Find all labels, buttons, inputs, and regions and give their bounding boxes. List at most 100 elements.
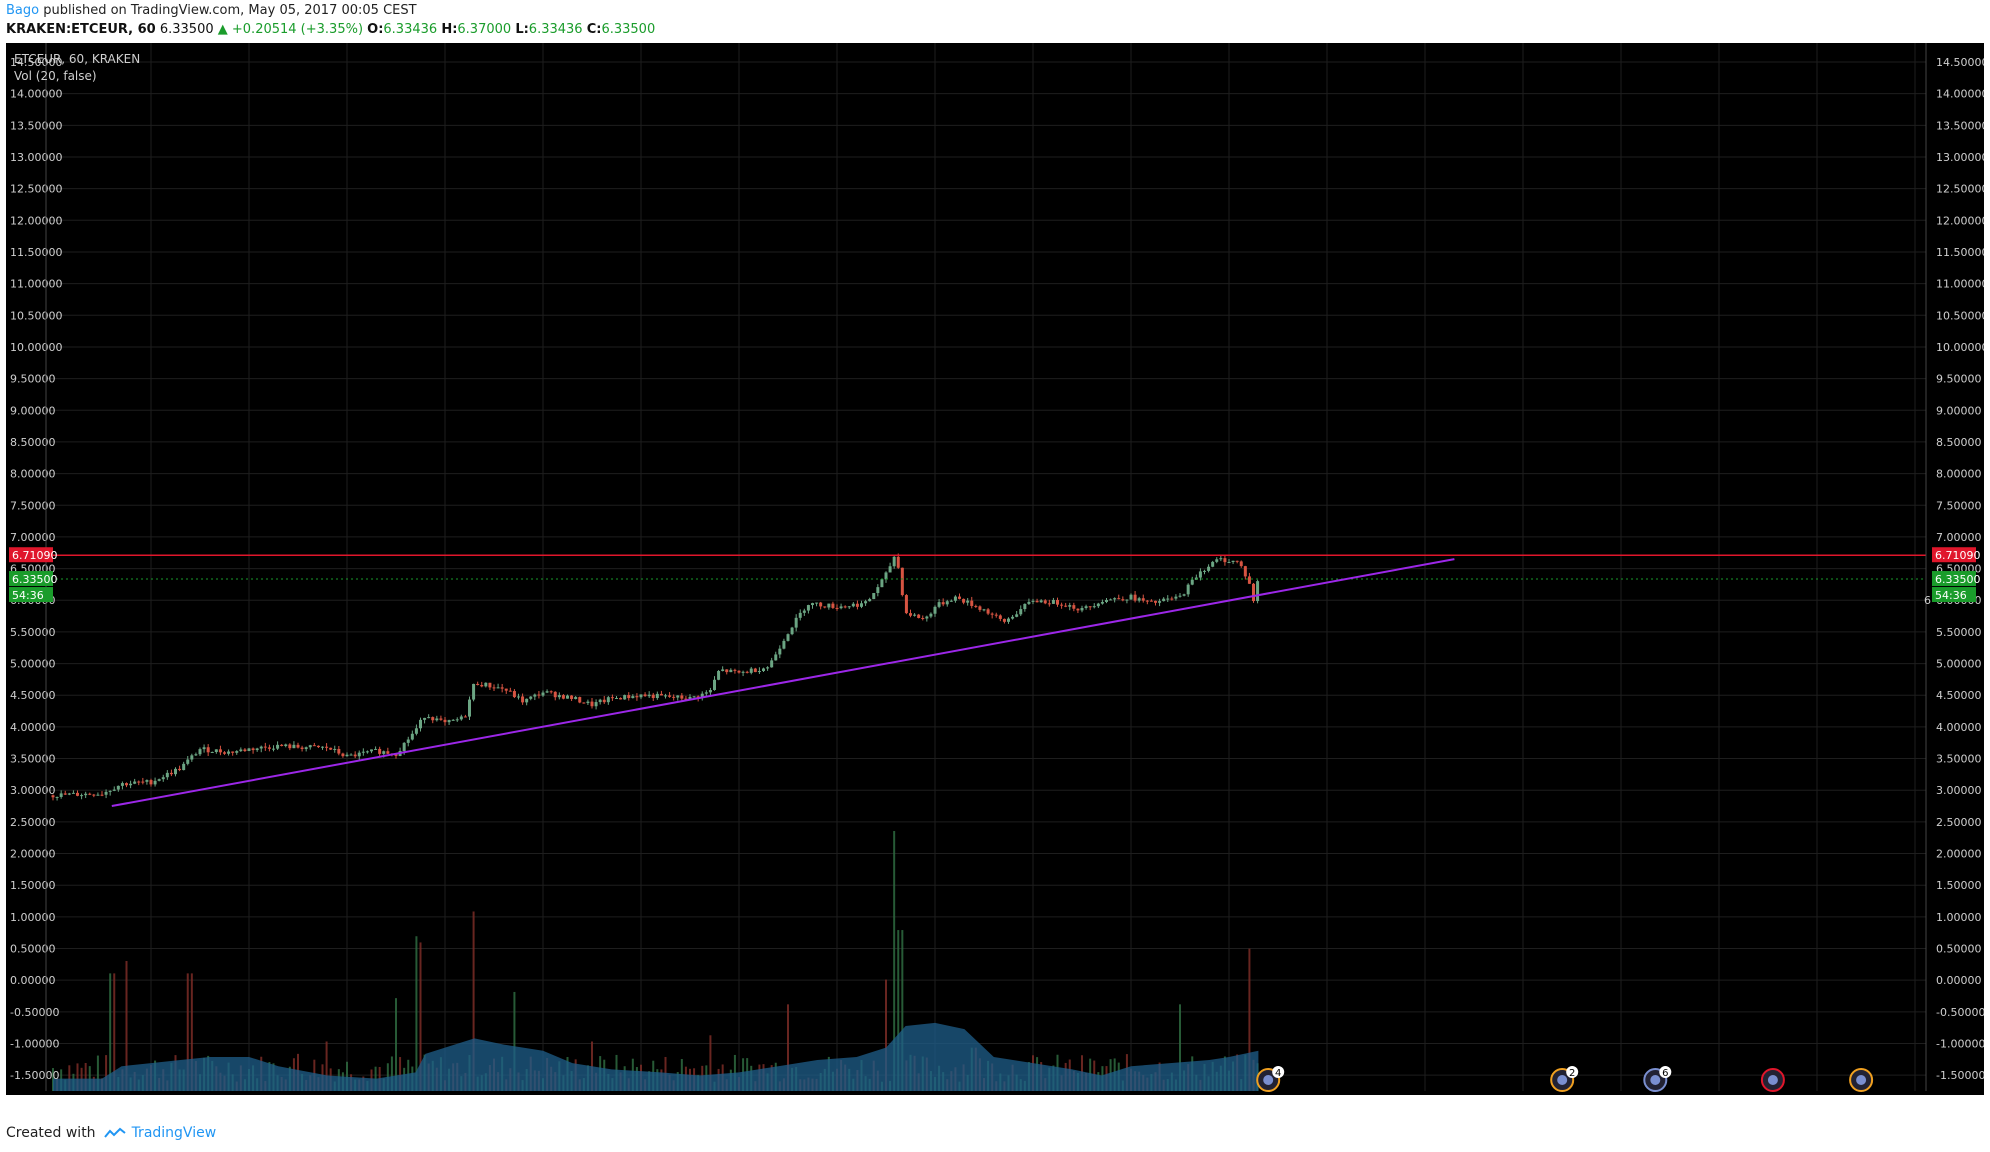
candle-body bbox=[594, 702, 598, 707]
volume-bar bbox=[591, 1041, 593, 1091]
candle-body bbox=[308, 745, 312, 748]
candle-body bbox=[872, 593, 876, 600]
candle-body bbox=[786, 634, 790, 641]
candle-body bbox=[798, 612, 802, 618]
candle-body bbox=[909, 613, 912, 616]
candle-body bbox=[500, 687, 504, 689]
candle-body bbox=[1109, 599, 1113, 601]
candle-body bbox=[990, 613, 994, 615]
candle-body bbox=[561, 695, 565, 699]
volume-bar bbox=[88, 1066, 91, 1091]
candle-body bbox=[941, 602, 945, 605]
candle-body bbox=[925, 616, 929, 619]
candle-body bbox=[353, 754, 357, 757]
candle-body bbox=[414, 728, 418, 734]
candle-body bbox=[116, 785, 120, 790]
candle-body bbox=[149, 780, 153, 785]
candle-body bbox=[962, 598, 966, 603]
author-link[interactable]: Bago bbox=[6, 3, 40, 18]
low-label: L: bbox=[515, 22, 529, 37]
candle-body bbox=[933, 606, 937, 614]
volume-bar bbox=[787, 1004, 789, 1091]
candle-body bbox=[917, 614, 921, 618]
candle-body bbox=[615, 697, 618, 699]
volume-bar bbox=[415, 936, 418, 1091]
candle-body bbox=[341, 753, 345, 757]
last-price: 6.33500 bbox=[159, 22, 214, 37]
published-text: published on TradingView.com, May 05, 20… bbox=[43, 3, 417, 18]
candle-body bbox=[96, 794, 100, 796]
candle-body bbox=[717, 670, 721, 680]
candle-body bbox=[1060, 604, 1064, 606]
axis-layer: 14.50000 14.50000 14.00000 14.00000 13.50000… bbox=[9, 43, 1989, 1109]
candle-body bbox=[55, 796, 59, 798]
candle-body bbox=[745, 671, 749, 673]
candle-body bbox=[590, 701, 594, 707]
candle-body bbox=[370, 749, 373, 752]
countdown-label-left: 54:36 bbox=[12, 589, 44, 602]
candle-body bbox=[321, 746, 324, 748]
candle-body bbox=[651, 694, 655, 699]
candle-body bbox=[1133, 594, 1137, 601]
y-tick-label-right: 2.50000 bbox=[1936, 816, 1982, 829]
candle-body bbox=[668, 695, 672, 697]
tradingview-link[interactable]: TradingView bbox=[103, 1125, 216, 1141]
candle-body bbox=[880, 579, 884, 588]
candle-body bbox=[59, 793, 63, 797]
chart-area[interactable]: 14.50000 14.50000 14.00000 14.00000 13.50000… bbox=[6, 43, 1989, 1109]
candle-body bbox=[1113, 598, 1117, 600]
candle-body bbox=[1088, 606, 1092, 608]
candle-body bbox=[214, 749, 218, 753]
candle-body bbox=[463, 716, 467, 718]
candle-body bbox=[729, 669, 733, 673]
candle-body bbox=[419, 719, 422, 729]
candle-body bbox=[108, 790, 112, 792]
y-tick-label-left: 7.50000 bbox=[10, 499, 56, 512]
y-tick-label-left: 3.50000 bbox=[10, 753, 56, 766]
candle-body bbox=[517, 696, 520, 698]
candle-body bbox=[664, 695, 667, 697]
candle-body bbox=[896, 556, 900, 568]
candle-body bbox=[639, 694, 643, 698]
volume-bar bbox=[395, 998, 397, 1091]
candle-body bbox=[427, 717, 431, 719]
y-tick-label-right: 0.00000 bbox=[1936, 974, 1982, 987]
candle-body bbox=[174, 768, 177, 775]
candle-body bbox=[537, 694, 541, 696]
candle-body bbox=[566, 695, 569, 699]
candle-body bbox=[443, 719, 447, 723]
candle-body bbox=[447, 720, 451, 723]
candle-body bbox=[1121, 599, 1125, 601]
volume-bar bbox=[419, 942, 422, 1091]
candle-body bbox=[762, 668, 765, 672]
y-tick-label-right: 9.50000 bbox=[1936, 373, 1982, 386]
event-marker-dot bbox=[1263, 1075, 1274, 1085]
candle-body bbox=[721, 669, 725, 671]
candle-body bbox=[631, 696, 635, 699]
candle-body bbox=[647, 694, 651, 697]
volume-bar bbox=[709, 1035, 712, 1091]
volume-bar bbox=[186, 973, 189, 1091]
price-chart[interactable]: 14.50000 14.50000 14.00000 14.00000 13.50000… bbox=[6, 43, 1989, 1109]
candle-body bbox=[1149, 600, 1153, 602]
volume-bar bbox=[885, 979, 887, 1091]
event-marker-dot bbox=[1650, 1075, 1661, 1085]
symbol-label: KRAKEN:ETCEUR, 60 bbox=[6, 22, 156, 37]
y-tick-label-right: 2.00000 bbox=[1936, 848, 1982, 861]
candle-body bbox=[986, 609, 990, 614]
candle-body bbox=[223, 752, 226, 754]
candle-body bbox=[945, 601, 949, 605]
candle-body bbox=[484, 682, 488, 687]
candle-body bbox=[1239, 561, 1243, 567]
y-tick-label-left: 14.50000 bbox=[10, 56, 63, 69]
candle-body bbox=[349, 754, 353, 756]
candle-body bbox=[227, 751, 231, 754]
candle-body bbox=[1145, 600, 1149, 602]
y-tick-label-left: 0.00000 bbox=[10, 974, 56, 987]
candle-body bbox=[100, 794, 104, 796]
candle-body bbox=[182, 763, 186, 771]
volume-bar bbox=[109, 973, 112, 1091]
y-tick-label-right: 14.50000 bbox=[1936, 56, 1984, 69]
volume-bar bbox=[472, 911, 475, 1091]
candle-body bbox=[1198, 571, 1202, 578]
